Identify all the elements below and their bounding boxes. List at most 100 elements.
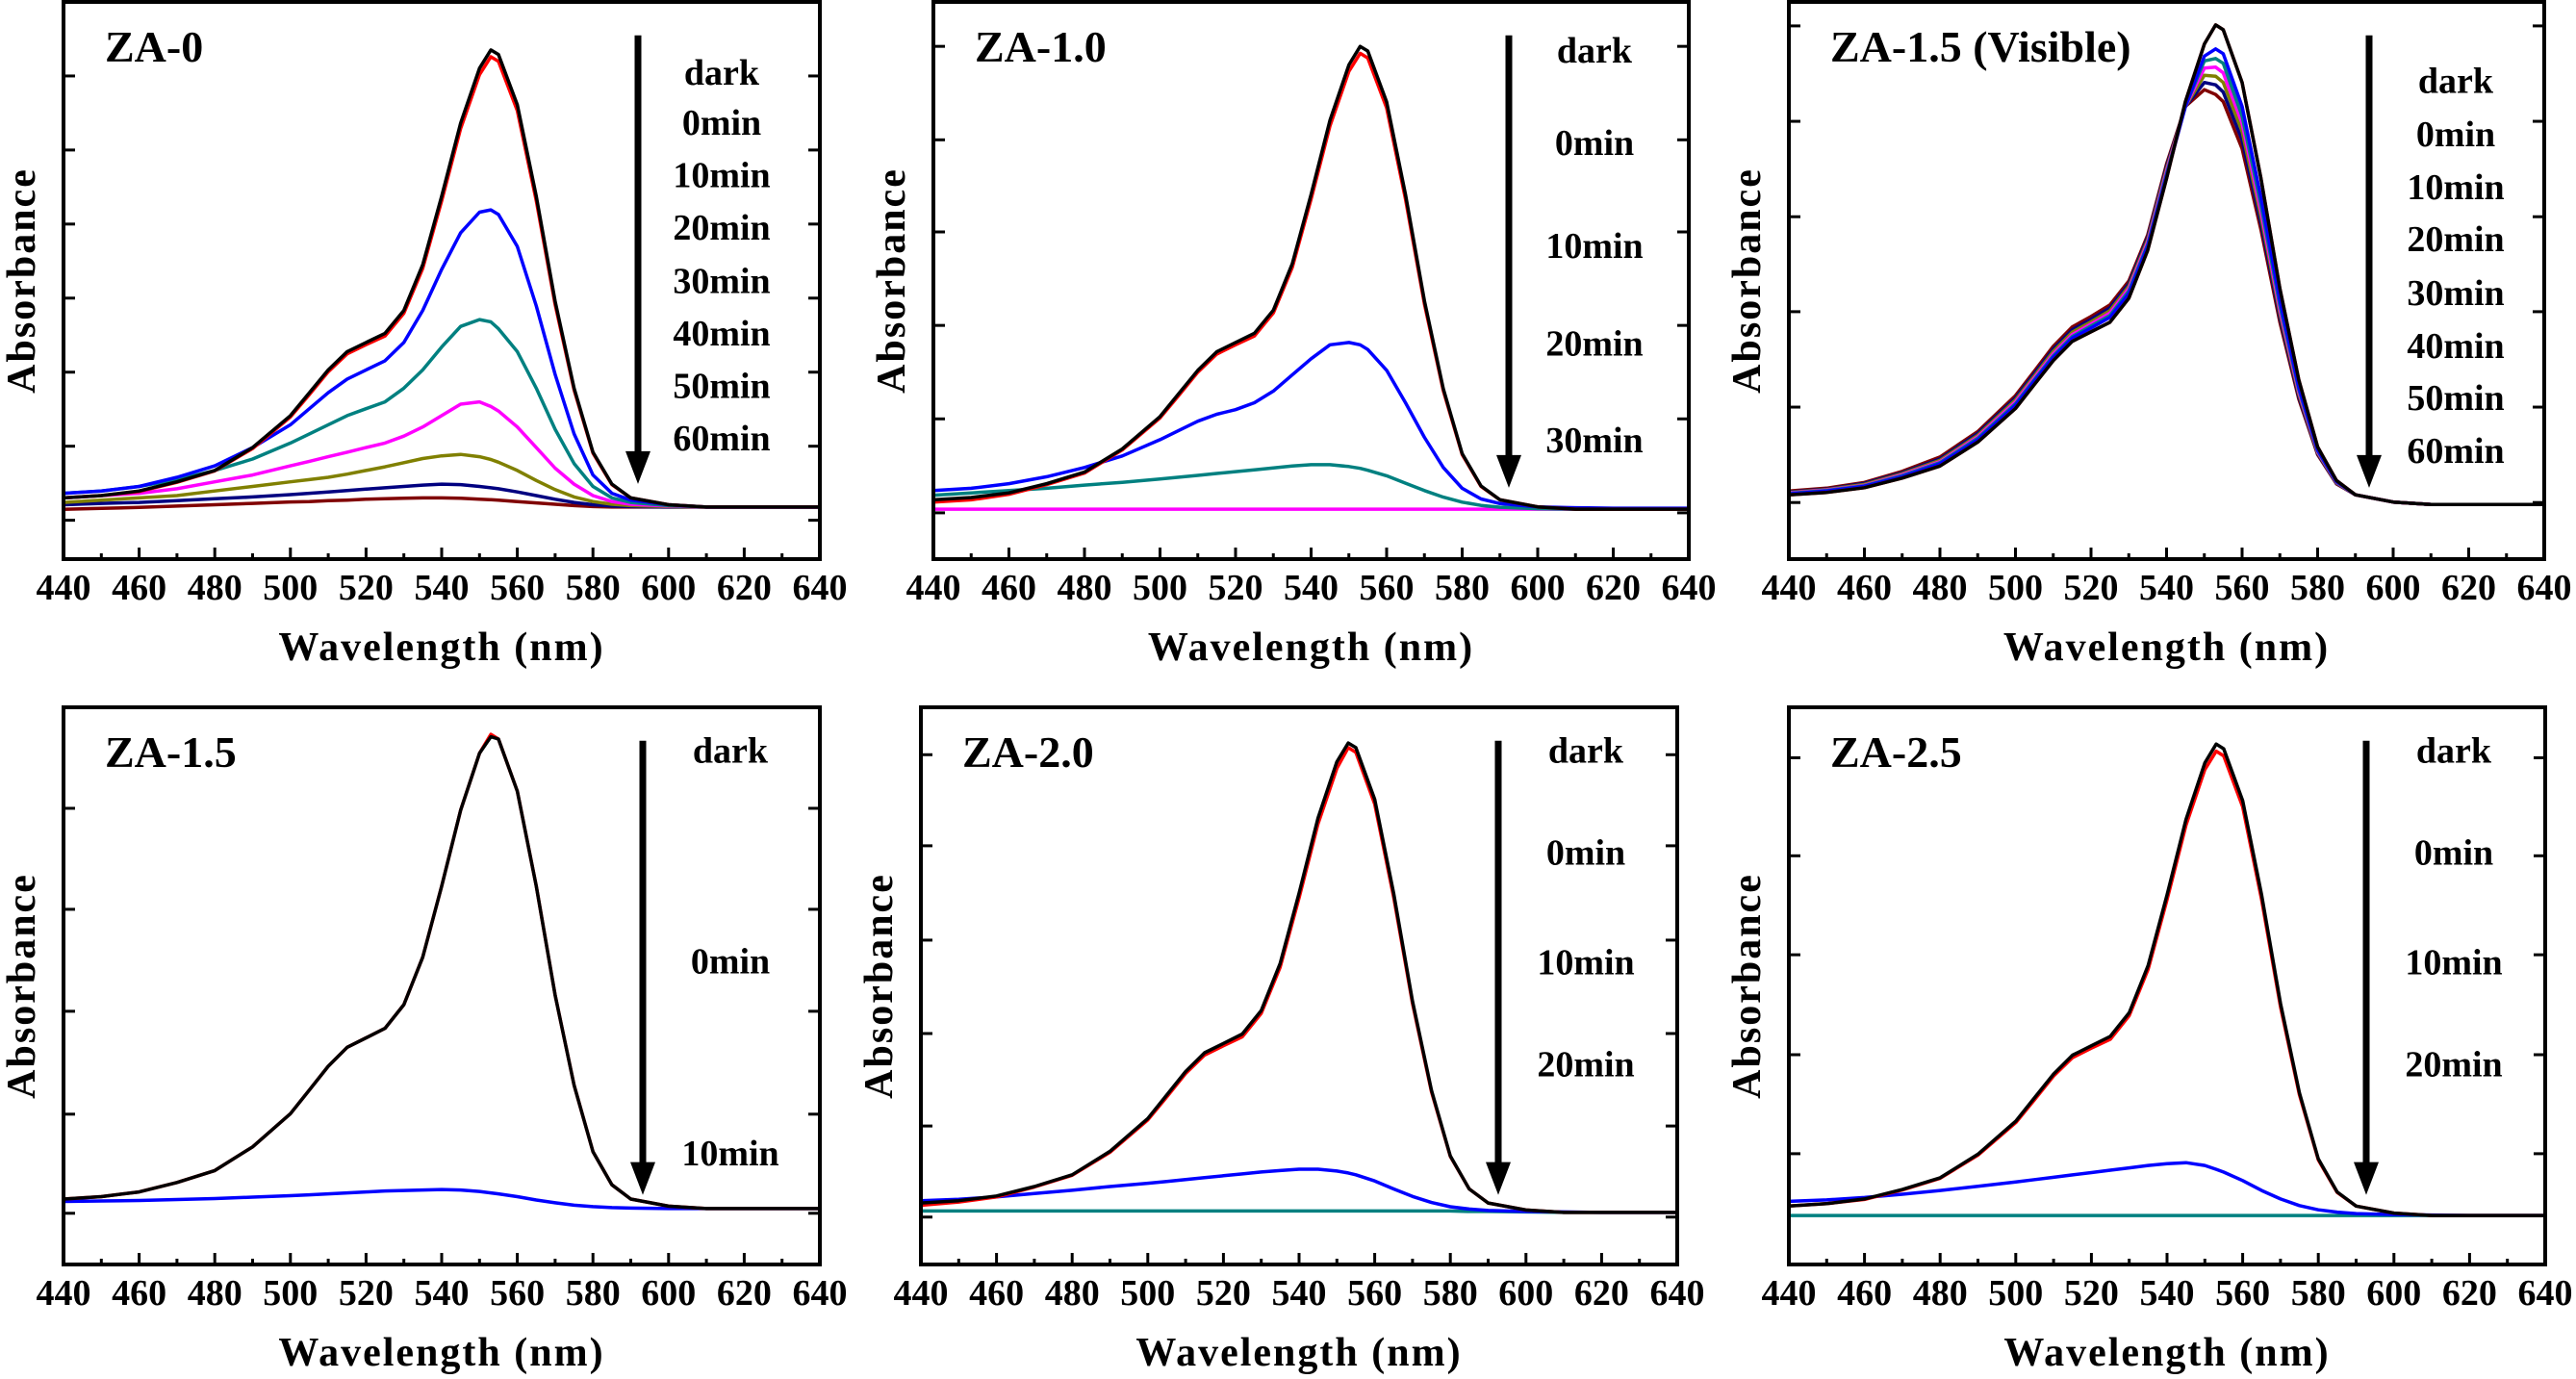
x-tick-label: 480 <box>1045 1273 1100 1314</box>
arrow-head-icon <box>1486 1162 1511 1195</box>
legend-label: 30min <box>1545 421 1643 461</box>
x-tick-label: 600 <box>2366 1273 2421 1314</box>
series-line-20min <box>933 463 1689 511</box>
x-tick-label: 580 <box>2291 1273 2346 1314</box>
legend-label: 50min <box>2407 378 2504 419</box>
x-tick-label: 440 <box>37 568 91 608</box>
x-tick-label: 480 <box>1913 568 1968 608</box>
x-tick-label: 560 <box>490 1273 545 1314</box>
chart-panel-za-2-5: 440 460 480 500 520 540 560 580 600 620 640 Wavelen… <box>1725 705 2573 1375</box>
legend: dark 0min 10min <box>630 731 779 1195</box>
legend-label: 20min <box>673 208 770 248</box>
legend: dark 0min 10min 20min 30min 40min 50min 60min <box>625 35 771 484</box>
series-group <box>64 48 820 511</box>
x-tick-label: 480 <box>188 568 242 608</box>
x-axis-label: Wavelength (nm) <box>2003 626 2330 670</box>
arrow-head-icon <box>1496 454 1521 488</box>
legend-label: dark <box>1557 31 1633 71</box>
x-tick-label: 560 <box>2215 1273 2270 1314</box>
legend-label: dark <box>2416 731 2492 772</box>
series-line-dark <box>1789 23 2544 506</box>
x-tick-label: 520 <box>2064 568 2119 608</box>
x-tick-label: 620 <box>1574 1273 1629 1314</box>
x-tick-label: 640 <box>2517 568 2572 608</box>
legend-label: 30min <box>673 262 770 302</box>
legend-label: 20min <box>1537 1045 1634 1085</box>
x-tick-label: 460 <box>112 568 166 608</box>
x-tick-label: 600 <box>641 568 696 608</box>
legend-label: dark <box>693 731 769 772</box>
series-line-0min <box>1789 749 2545 1217</box>
x-tick-label: 440 <box>906 568 961 608</box>
chart-panel-za-1-5: 440 460 480 500 520 540 560 580 600 620 640 Wavelen… <box>0 705 848 1375</box>
legend-label: 60min <box>2407 431 2504 472</box>
x-tick-label: 640 <box>793 568 848 608</box>
y-axis-label: Absorbance <box>0 873 44 1099</box>
x-tick-label: 540 <box>415 568 470 608</box>
x-tick-label: 600 <box>1511 568 1566 608</box>
legend-label: 40min <box>673 314 770 354</box>
series-line-10min <box>1789 1161 2545 1217</box>
x-tick-label: 580 <box>1435 568 1490 608</box>
x-tick-label: 480 <box>188 1273 242 1314</box>
series-line-20min <box>921 1209 1677 1214</box>
legend: dark 0min 10min 20min 30min <box>1496 31 1644 488</box>
legend-label: 20min <box>2407 219 2504 260</box>
x-tick-label: 620 <box>1586 568 1641 608</box>
legend-label: 50min <box>673 366 770 406</box>
x-tick-label: 640 <box>793 1273 848 1314</box>
x-tick-label: 500 <box>1133 568 1187 608</box>
x-tick-label: 540 <box>2139 568 2194 608</box>
x-tick-label: 540 <box>415 1273 470 1314</box>
x-tick-label: 600 <box>641 1273 696 1314</box>
x-tick-label: 580 <box>1423 1273 1478 1314</box>
series-line-dark <box>64 48 820 509</box>
series-line-dark <box>1789 742 2545 1217</box>
legend-label: 10min <box>1537 943 1634 983</box>
arrow-head-icon <box>2357 454 2382 488</box>
x-tick-label: 620 <box>717 568 772 608</box>
x-tick-label: 520 <box>339 568 394 608</box>
x-tick-label: 500 <box>263 1273 318 1314</box>
series-line-10min <box>64 1187 820 1211</box>
x-tick-label: 600 <box>2366 568 2421 608</box>
series-line-dark <box>64 734 820 1211</box>
x-tick-label: 480 <box>1058 568 1112 608</box>
panel-title: ZA-1.5 (Visible) <box>1830 22 2131 71</box>
legend-label: 10min <box>2407 167 2504 208</box>
y-axis-label: Absorbance <box>870 167 914 394</box>
panel-title: ZA-2.0 <box>962 728 1094 777</box>
x-tick-label: 460 <box>1837 568 1892 608</box>
series-line-20min <box>64 318 820 509</box>
plot-frame <box>919 705 1679 1266</box>
series-line-10min <box>933 341 1689 510</box>
legend-label: 0min <box>2416 115 2495 155</box>
y-axis-label: Absorbance <box>0 167 44 394</box>
x-tick-label: 560 <box>490 568 545 608</box>
x-axis-label: Wavelength (nm) <box>1148 626 1474 670</box>
panel-title: ZA-1.5 <box>105 728 237 777</box>
x-tick-label: 540 <box>1272 1273 1327 1314</box>
x-tick-label: 500 <box>1988 1273 2043 1314</box>
x-axis-label: Wavelength (nm) <box>278 1331 604 1375</box>
y-axis-label: Absorbance <box>1725 167 1770 394</box>
legend-label: 20min <box>2405 1045 2502 1085</box>
x-tick-label: 520 <box>2064 1273 2119 1314</box>
x-tick-label: 480 <box>1913 1273 1968 1314</box>
legend-label: 0min <box>691 941 770 982</box>
x-tick-label: 440 <box>37 1273 91 1314</box>
x-axis-label: Wavelength (nm) <box>1135 1331 1462 1375</box>
legend-label: 30min <box>2407 273 2504 314</box>
arrow-head-icon <box>625 450 650 484</box>
x-tick-label: 520 <box>1209 568 1263 608</box>
legend-label: 0min <box>682 103 761 143</box>
series-group <box>1789 742 2545 1217</box>
x-tick-label: 520 <box>1196 1273 1251 1314</box>
legend-label: 40min <box>2407 326 2504 367</box>
series-line-10min <box>921 1167 1677 1214</box>
arrow-head-icon <box>2354 1162 2379 1195</box>
x-axis-label: Wavelength (nm) <box>2003 1331 2330 1375</box>
x-tick-label: 560 <box>1360 568 1415 608</box>
panel-title: ZA-0 <box>105 22 203 71</box>
plot-frame <box>1787 705 2547 1266</box>
